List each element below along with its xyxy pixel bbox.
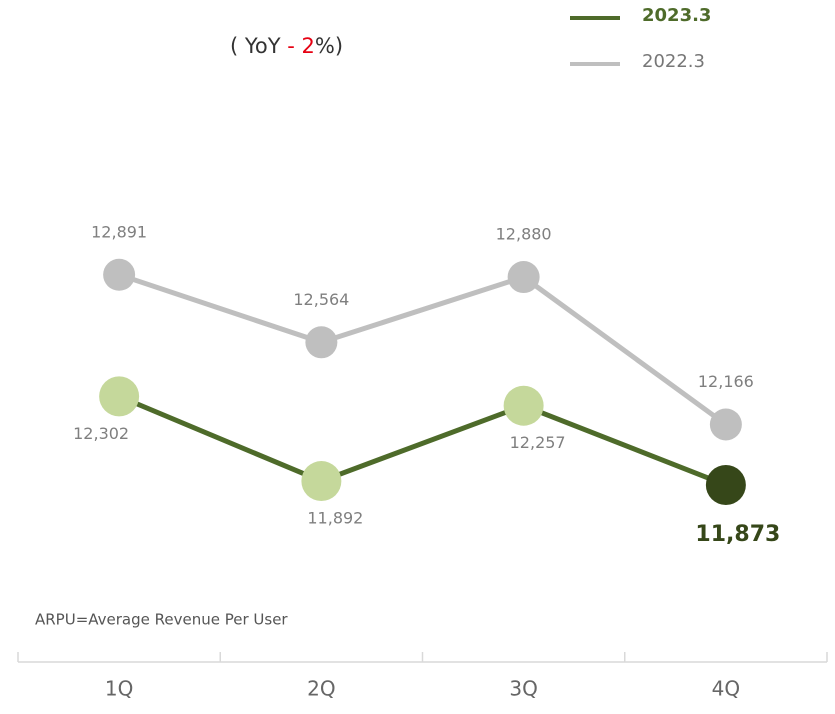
data-label: 12,257 <box>510 433 566 452</box>
marker <box>709 408 742 441</box>
x-tick-label: 2Q <box>307 677 335 701</box>
marker <box>705 464 746 505</box>
data-label: 12,880 <box>496 225 552 244</box>
line <box>118 394 727 488</box>
annotation: ARPU=Average Revenue Per User <box>35 611 288 629</box>
legend-label: 2023.3 <box>642 5 711 26</box>
data-label: 12,166 <box>698 372 754 391</box>
subtitle-part: %) <box>315 34 343 58</box>
subtitle: ( YoY - 2%) <box>230 34 343 58</box>
data-label: 11,892 <box>307 509 363 528</box>
x-tick-label: 4Q <box>712 677 740 701</box>
data-label: 12,891 <box>91 222 147 241</box>
data-label: 12,564 <box>293 290 349 309</box>
marker <box>99 376 140 417</box>
data-label: 11,873 <box>695 522 780 547</box>
marker <box>103 258 136 291</box>
marker <box>301 461 342 502</box>
legend-label: 2022.3 <box>642 51 705 72</box>
marker <box>507 261 540 294</box>
x-tick-label: 1Q <box>105 677 133 701</box>
marker <box>503 385 544 426</box>
subtitle-part: - 2 <box>287 34 315 58</box>
data-label: 12,302 <box>73 424 129 443</box>
subtitle-part: ( YoY <box>230 34 287 58</box>
x-tick-label: 3Q <box>509 677 537 701</box>
line <box>118 272 728 427</box>
marker <box>305 326 338 359</box>
